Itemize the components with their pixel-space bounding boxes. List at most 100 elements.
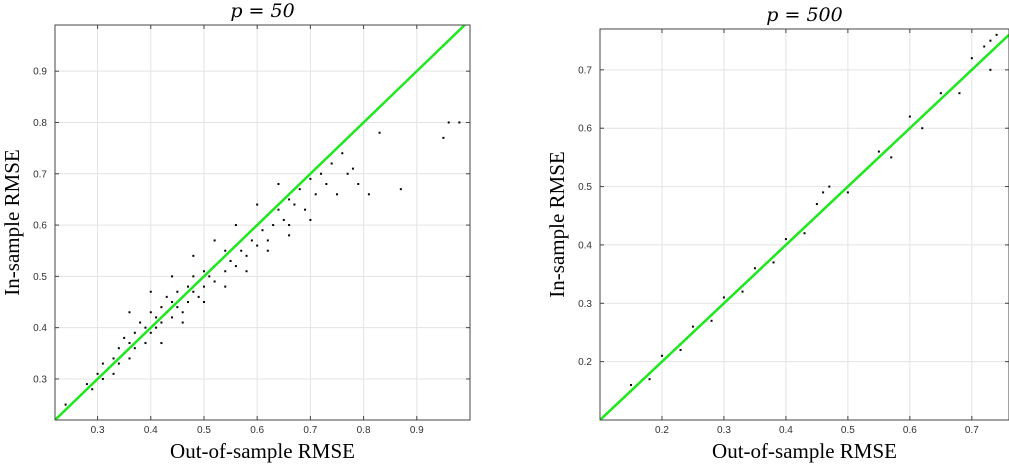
data-point bbox=[741, 290, 744, 293]
data-point bbox=[357, 183, 360, 186]
x-tick-label: 0.6 bbox=[903, 425, 917, 436]
data-point bbox=[234, 265, 237, 268]
data-point bbox=[309, 177, 312, 180]
data-point bbox=[346, 172, 349, 175]
data-point bbox=[144, 342, 147, 345]
chart-title: p = 500 bbox=[766, 4, 842, 26]
data-point bbox=[288, 224, 291, 227]
y-axis-label: In-sample RMSE bbox=[545, 151, 569, 297]
data-point bbox=[341, 152, 344, 155]
data-point bbox=[378, 131, 381, 134]
data-point bbox=[101, 377, 104, 380]
x-tick-label: 0.5 bbox=[841, 425, 855, 436]
data-point bbox=[181, 321, 184, 324]
chart-title: p = 50 bbox=[230, 0, 294, 22]
y-axis-label: In-sample RMSE bbox=[0, 149, 24, 295]
y-tick-label: 0.2 bbox=[578, 357, 592, 368]
data-point bbox=[155, 316, 158, 319]
data-point bbox=[149, 290, 152, 293]
x-tick-label: 0.8 bbox=[357, 425, 371, 436]
scatter-series bbox=[64, 121, 461, 406]
data-point bbox=[128, 342, 131, 345]
x-tick-label: 0.7 bbox=[303, 425, 317, 436]
data-point bbox=[192, 275, 195, 278]
data-point bbox=[224, 270, 227, 273]
data-point bbox=[117, 362, 120, 365]
data-point bbox=[815, 203, 818, 206]
data-point bbox=[133, 347, 136, 350]
data-point bbox=[828, 185, 831, 188]
reference-line bbox=[55, 25, 467, 420]
data-point bbox=[197, 295, 200, 298]
data-point bbox=[458, 121, 461, 124]
data-point bbox=[176, 290, 179, 293]
data-point bbox=[123, 336, 126, 339]
x-tick-label: 0.2 bbox=[655, 425, 669, 436]
data-point bbox=[293, 203, 296, 206]
data-point bbox=[939, 92, 942, 95]
data-point bbox=[240, 249, 243, 252]
data-point bbox=[245, 270, 248, 273]
y-tick-label: 0.7 bbox=[578, 65, 592, 76]
data-point bbox=[256, 244, 259, 247]
data-point bbox=[160, 321, 163, 324]
data-point bbox=[96, 372, 99, 375]
data-point bbox=[822, 191, 825, 194]
data-point bbox=[908, 115, 911, 118]
data-point bbox=[309, 218, 312, 221]
data-point bbox=[304, 208, 307, 211]
data-point bbox=[256, 203, 259, 206]
data-point bbox=[160, 342, 163, 345]
data-point bbox=[995, 33, 998, 36]
data-point bbox=[250, 239, 253, 242]
data-point bbox=[679, 348, 682, 351]
data-point bbox=[229, 259, 232, 262]
data-point bbox=[128, 311, 131, 314]
data-point bbox=[202, 285, 205, 288]
data-point bbox=[171, 275, 174, 278]
data-point bbox=[320, 172, 323, 175]
data-point bbox=[128, 357, 131, 360]
data-point bbox=[187, 301, 190, 304]
x-axis-label: Out-of-sample RMSE bbox=[712, 439, 897, 463]
data-point bbox=[213, 239, 216, 242]
data-point bbox=[133, 331, 136, 334]
chart-panel-2: 0.2 0.3 0.4 0.5 0.6 0.7 0.2 0.3 0.4 0.5 0.6 0.7 p = … bbox=[545, 4, 1009, 463]
data-point bbox=[192, 254, 195, 257]
y-tick-label: 0.4 bbox=[578, 240, 592, 251]
data-point bbox=[691, 325, 694, 328]
data-point bbox=[266, 249, 269, 252]
y-tick-label: 0.3 bbox=[578, 299, 592, 310]
data-point bbox=[447, 121, 450, 124]
data-point bbox=[367, 193, 370, 196]
data-point bbox=[970, 57, 973, 60]
x-tick-label: 0.6 bbox=[250, 425, 264, 436]
data-point bbox=[877, 150, 880, 153]
data-point bbox=[261, 229, 264, 232]
data-point bbox=[282, 218, 285, 221]
data-point bbox=[277, 208, 280, 211]
data-point bbox=[187, 285, 190, 288]
data-point bbox=[91, 388, 94, 391]
data-point bbox=[753, 267, 756, 270]
data-point bbox=[149, 331, 152, 334]
data-point bbox=[192, 290, 195, 293]
data-point bbox=[171, 301, 174, 304]
data-point bbox=[399, 188, 402, 191]
data-point bbox=[989, 39, 992, 42]
y-tick-label: 0.6 bbox=[578, 124, 592, 135]
reference-line bbox=[600, 33, 1009, 420]
data-point bbox=[921, 127, 924, 130]
data-point bbox=[648, 378, 651, 381]
data-point bbox=[266, 239, 269, 242]
data-point bbox=[176, 306, 179, 309]
x-tick-label: 0.5 bbox=[197, 425, 211, 436]
data-point bbox=[272, 224, 275, 227]
data-point bbox=[710, 319, 713, 322]
data-point bbox=[288, 198, 291, 201]
data-point bbox=[288, 234, 291, 237]
data-point bbox=[890, 156, 893, 159]
x-tick-label: 0.3 bbox=[717, 425, 731, 436]
data-point bbox=[846, 191, 849, 194]
